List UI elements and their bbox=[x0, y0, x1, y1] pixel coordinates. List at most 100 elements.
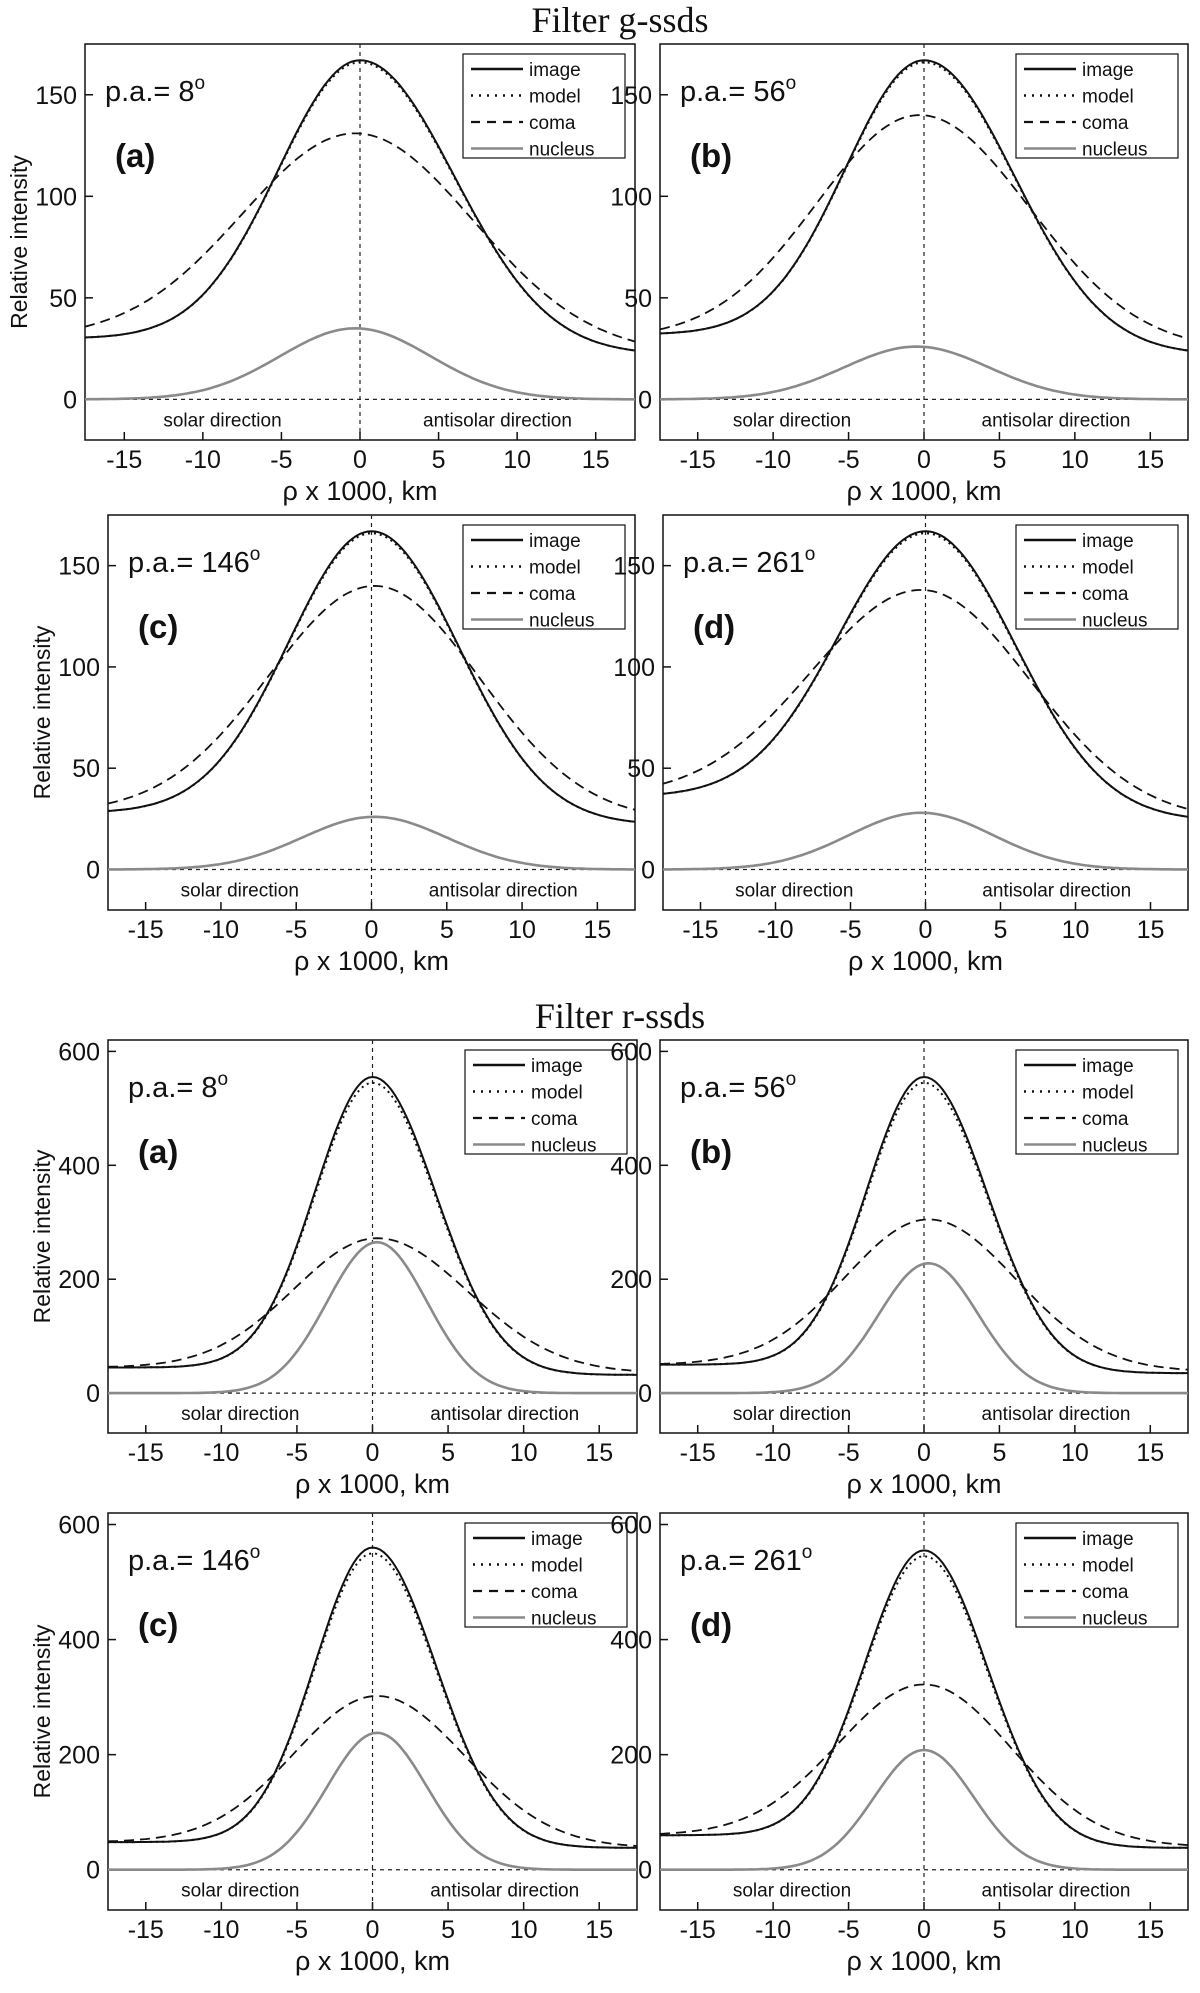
legend-label-image: image bbox=[1082, 1056, 1134, 1077]
x-tick-label: 0 bbox=[917, 1916, 931, 1944]
y-tick-label: 600 bbox=[58, 1512, 100, 1540]
y-tick-label: 0 bbox=[63, 386, 77, 414]
nucleus-curve bbox=[660, 1261, 1188, 1395]
image-curve bbox=[108, 1546, 637, 1849]
x-tick-label: -15 bbox=[106, 446, 142, 474]
nucleus-curve bbox=[660, 1748, 1188, 1871]
antisolar-direction-label: antisolar direction bbox=[982, 880, 1131, 901]
image-curve bbox=[107, 530, 636, 823]
x-tick-label: 15 bbox=[583, 916, 611, 944]
y-axis-label: Relative intensity bbox=[29, 625, 55, 799]
coma-curve bbox=[659, 114, 1189, 340]
solar-direction-label: solar direction bbox=[181, 1881, 299, 1902]
y-tick-label: 0 bbox=[638, 1857, 652, 1885]
panel-letter: (a) bbox=[115, 137, 155, 174]
x-tick-label: 0 bbox=[353, 446, 367, 474]
legend: image model coma nucleus bbox=[1015, 53, 1179, 161]
x-tick-label: -15 bbox=[128, 1439, 164, 1467]
x-tick-label: -10 bbox=[203, 1439, 239, 1467]
legend-label-image: image bbox=[531, 1056, 583, 1077]
antisolar-direction-label: antisolar direction bbox=[423, 410, 572, 431]
legend-label-coma: coma bbox=[1082, 1582, 1129, 1603]
y-axis-label: Relative intensity bbox=[6, 155, 32, 329]
legend-box bbox=[1015, 53, 1179, 159]
position-angle-label: p.a.= 261o bbox=[683, 544, 815, 579]
legend-box bbox=[464, 1522, 628, 1628]
y-tick-label: 100 bbox=[35, 183, 77, 211]
legend-box bbox=[1015, 524, 1179, 630]
coma-curve bbox=[107, 1237, 638, 1372]
legend-box bbox=[1015, 1049, 1179, 1155]
panel-letter: (b) bbox=[690, 1133, 732, 1170]
x-tick-label: -10 bbox=[755, 446, 791, 474]
legend-box bbox=[462, 53, 626, 159]
coma-curve bbox=[107, 1695, 638, 1847]
panel-letter: (b) bbox=[690, 137, 732, 174]
x-tick-label: -5 bbox=[837, 1916, 859, 1944]
y-tick-label: 600 bbox=[610, 1038, 652, 1066]
legend-label-model: model bbox=[1082, 1556, 1134, 1577]
degree-superscript: o bbox=[805, 544, 816, 565]
y-tick-label: 150 bbox=[58, 553, 100, 581]
x-tick-label: -15 bbox=[128, 1916, 164, 1944]
x-tick-label: 15 bbox=[585, 1439, 613, 1467]
position-angle-label: p.a.= 261o bbox=[680, 1542, 812, 1577]
legend-label-model: model bbox=[529, 558, 581, 579]
legend-label-nucleus: nucleus bbox=[529, 611, 595, 632]
y-tick-label: 50 bbox=[624, 285, 652, 313]
x-tick-label: 15 bbox=[1137, 916, 1165, 944]
panel-letter: (d) bbox=[690, 1606, 732, 1643]
x-tick-label: -5 bbox=[286, 1439, 308, 1467]
x-tick-label: 0 bbox=[917, 446, 931, 474]
legend-label-model: model bbox=[1082, 1083, 1134, 1104]
solar-direction-label: solar direction bbox=[733, 1881, 851, 1902]
x-tick-label: 10 bbox=[1062, 916, 1090, 944]
x-axis-label: ρ x 1000, km bbox=[295, 1946, 450, 1976]
antisolar-direction-label: antisolar direction bbox=[430, 1881, 579, 1902]
legend-label-model: model bbox=[1082, 558, 1134, 579]
coma-curve bbox=[662, 589, 1189, 810]
legend-label-model: model bbox=[529, 87, 581, 108]
antisolar-direction-label: antisolar direction bbox=[429, 880, 578, 901]
legend: image model coma nucleus bbox=[462, 53, 626, 161]
x-tick-label: 0 bbox=[919, 916, 933, 944]
y-tick-label: 150 bbox=[35, 82, 77, 110]
legend-label-image: image bbox=[1082, 531, 1134, 552]
legend-label-nucleus: nucleus bbox=[1082, 1609, 1148, 1630]
legend: image model coma nucleus bbox=[1015, 1049, 1179, 1157]
legend-label-model: model bbox=[531, 1083, 583, 1104]
position-angle-label: p.a.= 146o bbox=[128, 1542, 260, 1577]
y-axis-label: Relative intensity bbox=[29, 1149, 55, 1323]
x-tick-label: 10 bbox=[510, 1439, 538, 1467]
x-tick-label: 5 bbox=[992, 1916, 1006, 1944]
x-tick-label: 10 bbox=[1061, 1439, 1089, 1467]
section-title-r: Filter r-ssds bbox=[535, 996, 705, 1036]
x-tick-label: -5 bbox=[837, 446, 859, 474]
y-tick-label: 0 bbox=[638, 386, 652, 414]
legend: image model coma nucleus bbox=[1015, 1522, 1179, 1630]
y-tick-label: 50 bbox=[72, 755, 100, 783]
y-tick-label: 150 bbox=[610, 82, 652, 110]
y-tick-label: 600 bbox=[58, 1038, 100, 1066]
legend-label-coma: coma bbox=[531, 1109, 578, 1130]
nucleus-curve bbox=[663, 811, 1188, 871]
legend: image model coma nucleus bbox=[464, 1049, 628, 1157]
x-tick-label: 10 bbox=[1061, 1916, 1089, 1944]
legend-label-image: image bbox=[531, 1529, 583, 1550]
legend-label-image: image bbox=[529, 531, 581, 552]
degree-superscript: o bbox=[218, 1069, 229, 1090]
x-tick-label: 0 bbox=[365, 916, 379, 944]
x-tick-label: -5 bbox=[839, 916, 861, 944]
position-angle-label: p.a.= 56o bbox=[680, 73, 796, 108]
x-tick-label: 0 bbox=[366, 1916, 380, 1944]
antisolar-direction-label: antisolar direction bbox=[982, 1881, 1131, 1902]
y-tick-label: 150 bbox=[613, 553, 655, 581]
chart-panel: -15 -10 -5 0 5 10 15 0 200 400 600 ρ x 1000, km sola… bbox=[610, 1512, 1189, 1976]
x-tick-label: -10 bbox=[757, 916, 793, 944]
y-axis-label: Relative intensity bbox=[29, 1624, 55, 1798]
x-axis-label: ρ x 1000, km bbox=[848, 946, 1003, 976]
chart-panel: -15 -10 -5 0 5 10 15 0 200 400 600 ρ x 1000, km Rela… bbox=[29, 1512, 638, 1976]
